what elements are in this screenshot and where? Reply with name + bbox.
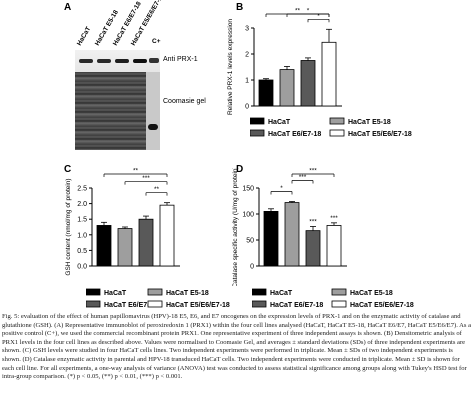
figure-caption: Fig. 5: evaluation of the effect of huma… [2, 313, 472, 382]
legend-swatch [329, 129, 345, 137]
legend-label: HaCaT E5/E6/E7-18 [348, 131, 412, 138]
legend-label: HaCaT E5-18 [348, 119, 391, 126]
bar [96, 225, 112, 267]
y-tick-label: 0.0 [77, 264, 87, 271]
legend-swatch [252, 300, 267, 308]
legend-c: HaCaT HaCaT E5-18 HaCaT E6/E7-18 HaCaT E5/E… [86, 288, 230, 309]
bar [159, 204, 175, 267]
panel-d-letter: D [236, 164, 244, 175]
significance-label: ** [295, 8, 301, 15]
legend-swatch [147, 288, 163, 296]
legend-label: HaCaT E5-18 [166, 290, 209, 297]
bar [263, 211, 279, 267]
gel-lane-c-plus [146, 72, 160, 150]
legend-label: HaCaT E6/E7-18 [104, 302, 157, 309]
legend-swatch [86, 288, 101, 296]
blot-label: Anti PRX-1 [163, 56, 198, 63]
y-tick-label: 1.5 [77, 217, 87, 224]
significance-label: * [280, 185, 283, 192]
significance-label: *** [299, 174, 307, 181]
bar [258, 79, 274, 107]
y-axis-label: Catalase specific activity (U/mg of prot… [232, 168, 239, 286]
bar [284, 202, 300, 267]
y-tick-label: 2.0 [77, 201, 87, 208]
lane-label: C+ [152, 38, 161, 45]
y-axis-label: Relative PRX-1 levels expression [227, 19, 234, 115]
blot-band [79, 59, 93, 63]
y-tick-label: 0.5 [77, 248, 87, 255]
gel-label: Coomasie gel [163, 98, 206, 105]
blot-band [97, 59, 111, 63]
y-tick-label: 3 [245, 26, 249, 33]
coomassie-gel-image [75, 72, 160, 150]
legend-swatch [331, 288, 347, 296]
significance-label: ** [133, 168, 139, 175]
legend-swatch [329, 117, 345, 125]
bar [300, 60, 316, 107]
blot-band [133, 59, 147, 63]
y-tick-label: 50 [246, 238, 254, 245]
panel-c-letter: C [64, 164, 72, 175]
legend-label: HaCaT E6/E7-18 [270, 302, 323, 309]
chart-c-gsh-content: 0.0 0.5 1.0 1.5 2.0 2.5 GSH content (nmol/mg o… [65, 168, 180, 276]
legend-label: HaCaT [104, 290, 127, 297]
y-tick-label: 1 [245, 78, 249, 85]
legend-swatch [147, 300, 163, 308]
blot-band [149, 58, 159, 63]
bar [117, 228, 133, 267]
bar [279, 69, 295, 107]
bar-significance-label: *** [330, 215, 338, 222]
significance-label: *** [142, 175, 150, 182]
y-tick-label: 100 [242, 212, 254, 219]
legend-swatch [331, 300, 347, 308]
y-tick-label: 2 [245, 52, 249, 59]
legend-d: HaCaT HaCaT E5-18 HaCaT E6/E7-18 HaCaT E5/E… [252, 288, 414, 309]
significance-label: *** [309, 168, 317, 175]
legend-swatch [250, 129, 265, 137]
y-axis-label: GSH content (nmol/mg of protein) [65, 178, 72, 275]
legend-b: HaCaT HaCaT E5-18 HaCaT E6/E7-18 HaCaT E5/E… [250, 117, 412, 138]
gel-c-plus-band [148, 124, 158, 130]
y-tick-label: 2.5 [77, 186, 87, 193]
blot-band [115, 59, 129, 63]
legend-label: HaCaT [270, 290, 293, 297]
bar [305, 230, 321, 267]
bar-significance-label: *** [309, 218, 317, 225]
y-tick-label: 0 [250, 264, 254, 271]
significance-label: * [317, 13, 320, 20]
bar [138, 218, 154, 267]
legend-label: HaCaT E6/E7-18 [268, 131, 321, 138]
lane-label: HaCaT [75, 25, 93, 47]
legend-label: HaCaT E5-18 [350, 290, 393, 297]
significance-label: ** [154, 186, 160, 193]
significance-label: * [307, 8, 310, 15]
bar [321, 41, 337, 107]
panel-a-letter: A [64, 2, 72, 13]
panel-b-letter: B [236, 2, 244, 13]
legend-label: HaCaT [268, 119, 291, 126]
figure-caption-text: Fig. 5: evaluation of the effect of huma… [2, 313, 472, 381]
y-tick-label: 150 [242, 186, 254, 193]
y-tick-label: 0 [245, 104, 249, 111]
legend-swatch [252, 288, 267, 296]
legend-label: HaCaT E5/E6/E7-18 [166, 302, 230, 309]
legend-label: HaCaT E5/E6/E7-18 [350, 302, 414, 309]
y-tick-label: 1.0 [77, 232, 87, 239]
western-blot-strip [75, 50, 160, 72]
bar [326, 225, 342, 267]
legend-swatch [86, 300, 101, 308]
legend-swatch [250, 117, 265, 125]
